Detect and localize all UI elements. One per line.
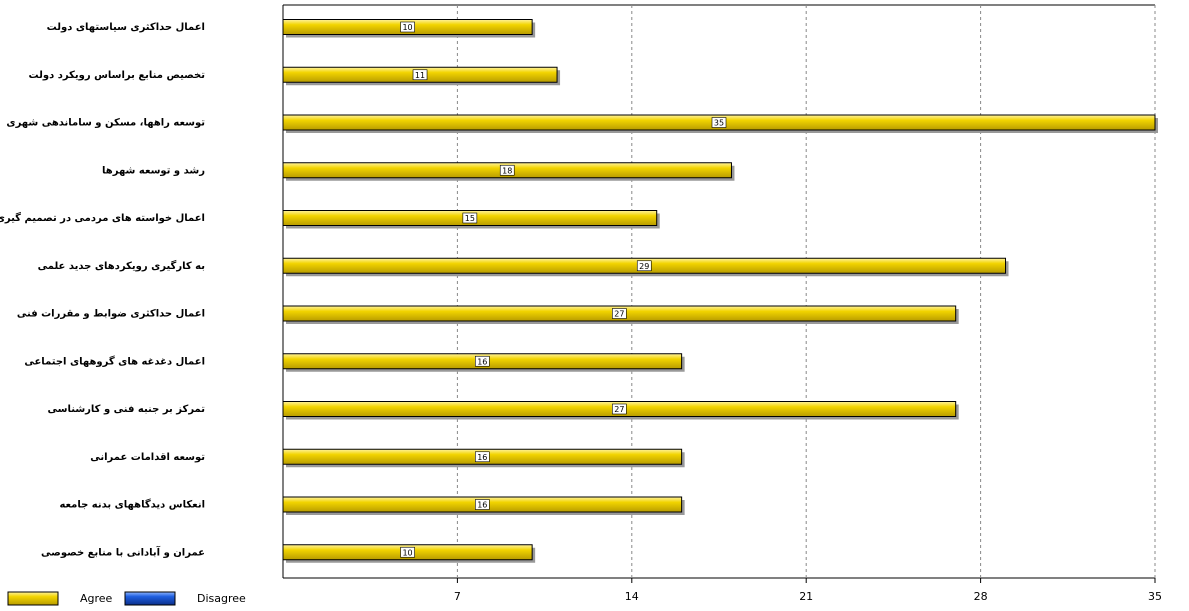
value-label: 16 [477,357,487,366]
value-label-box [475,499,490,510]
value-label-box [462,212,478,224]
category-label: اعمال دغدغه های گروههای اجتماعی [24,354,205,367]
x-tick-label: 21 [799,590,813,603]
x-tick-label: 28 [974,590,988,603]
value-label-box [400,21,415,33]
category-label: اعمال حداکثری سیاستهای دولت [47,22,205,33]
value-label-box [711,117,727,128]
category-label: توسعه اقدامات عمرانی [90,452,205,463]
legend-swatch [124,591,176,606]
value-label: 10 [402,548,412,557]
x-tick-label: 14 [625,590,639,603]
category-label: عمران و آبادانی با منابع خصوصی [41,545,205,558]
value-label: 18 [502,166,512,175]
legend-swatch [7,591,59,606]
value-label: 11 [415,71,425,80]
value-label-box [636,260,652,272]
value-label: 10 [402,23,412,32]
legend-label: Disagree [197,592,246,605]
value-label: 29 [639,262,649,271]
value-label: 16 [477,501,487,510]
value-label: 27 [614,405,624,414]
value-label-box [475,451,490,463]
x-tick-label: 35 [1148,590,1162,603]
category-label: اعمال حداکثری ضوابط و مقررات فنی [17,309,205,320]
category-label: توسعه راهها، مسکن و ساماندهی شهری [6,118,205,129]
value-label-box [412,69,428,81]
value-label: 35 [714,119,724,128]
x-tick-label: 7 [454,590,461,603]
value-label-box [400,546,415,558]
value-label-box [612,403,627,415]
category-label: انعکاس دیدگاههای بدنه جامعه [59,498,205,511]
value-label: 15 [465,214,475,223]
category-label: به کارگیری رویکردهای جدید علمی [38,259,205,272]
value-label: 16 [477,453,487,462]
legend-label: Agree [80,592,113,605]
value-label-box [499,164,515,176]
value-label-box [475,355,490,367]
category-label: اعمال خواسته های مردمی در تصمیم گیری [0,211,205,224]
value-label-box [612,308,627,319]
value-label: 27 [614,310,624,319]
category-label: رشد و توسعه شهرها [102,165,205,176]
category-label: تخصیص منابع براساس رویکرد دولت [29,70,206,81]
category-label: تمرکز بر جنبه فنی و کارشناسی [48,404,206,415]
